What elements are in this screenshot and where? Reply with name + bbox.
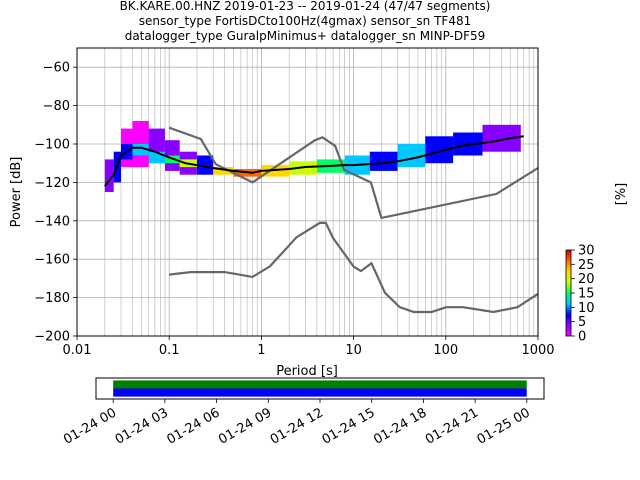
y-axis-label: Power [dB] (9, 157, 24, 228)
density-cell (369, 151, 398, 171)
coverage-bar (113, 388, 527, 397)
noise-models (168, 126, 539, 314)
coverage-bar (113, 380, 527, 389)
density-cell (104, 159, 114, 192)
x-tick-label: 10 (345, 343, 362, 358)
x-tick-label: 1000 (521, 343, 554, 358)
colorbar-tick-label: 20 (578, 272, 595, 287)
title-line-2: sensor_type FortisDCto100Hz(4gmax) senso… (139, 14, 471, 28)
coverage-tick-label: 01-24 09 (216, 405, 274, 447)
y-tick-label: −120 (34, 176, 70, 191)
coverage-bars (113, 380, 527, 397)
x-tick-label: 100 (433, 343, 458, 358)
noise-model-nhnm (168, 126, 539, 220)
y-tick-label: −180 (34, 291, 70, 306)
x-tick-label: 0.01 (63, 343, 92, 358)
density-cell (132, 144, 149, 156)
x-tick-label: 1 (257, 343, 265, 358)
density-cell (148, 151, 165, 164)
y-ticks: −60 −80 −100 −120 −140 −160 −180 −200 (34, 61, 77, 345)
colorbar-tick-label: 15 (578, 287, 595, 302)
coverage-tick-label: 01-24 06 (164, 405, 222, 447)
y-tick-label: −100 (34, 138, 70, 153)
colorbar-tick-label: 30 (578, 244, 595, 259)
y-tick-label: −80 (43, 99, 70, 114)
colorbar-tick-label: 5 (578, 315, 586, 330)
colorbar-tick-label: 10 (578, 301, 595, 316)
coverage-tick-label: 01-24 03 (113, 405, 171, 447)
title-line-3: datalogger_type GuralpMinimus+ datalogge… (125, 29, 486, 43)
colorbar-tick-label: 25 (578, 258, 595, 273)
x-axis-label: Period [s] (276, 364, 338, 379)
plot-background (77, 48, 538, 336)
x-tick-label: 0.1 (159, 343, 180, 358)
mode-curve (104, 135, 524, 187)
coverage-tick-label: 01-24 15 (320, 405, 378, 447)
colorbar-gradient (565, 249, 572, 337)
density-cell (213, 167, 234, 175)
x-ticks: 0.01 0.1 1 10 100 1000 (63, 336, 555, 358)
y-tick-label: −160 (34, 253, 70, 268)
density-cell (397, 144, 426, 167)
ppsd-panel: 0.01 0.1 1 10 100 1000 −60 −80 −100 −120 −140 −160… (9, 47, 555, 379)
colorbar-tick-label: 0 (578, 330, 586, 345)
density-cell (197, 155, 214, 175)
noise-model-nlnm (169, 221, 539, 314)
grid (76, 48, 538, 337)
y-tick-label: −200 (34, 330, 70, 345)
series-line (104, 135, 524, 187)
coverage-tick-label: 01-24 18 (371, 405, 429, 447)
coverage-tick-label: 01-24 21 (423, 405, 481, 447)
coverage-tick-label: 01-24 00 (61, 405, 119, 447)
coverage-tick-label: 01-25 00 (475, 405, 533, 447)
plot-frame (76, 47, 539, 337)
colorbar-label: [%] (614, 183, 629, 206)
y-tick-label: −140 (34, 214, 70, 229)
y-tick-label: −60 (43, 61, 70, 76)
title-line-1: BK.KARE.00.HNZ 2019-01-23 -- 2019-01-24 … (120, 0, 491, 13)
coverage-tick-label: 01-24 12 (268, 405, 326, 447)
